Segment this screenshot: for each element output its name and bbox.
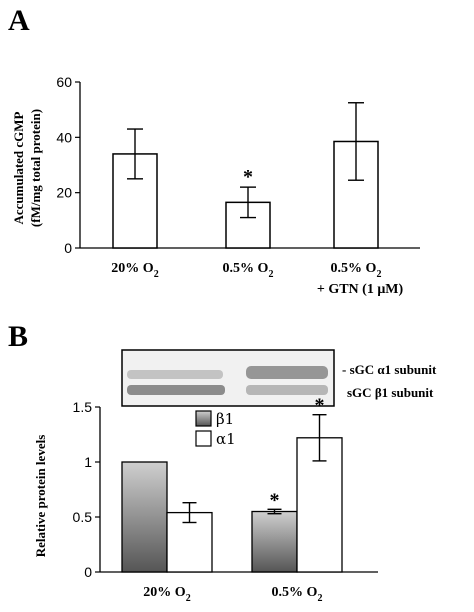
chart-b-ytick-label: 1 xyxy=(84,454,92,470)
chart-b-ylabel: Relative protein levels xyxy=(33,435,48,558)
chart-b-category-label-subscript: 2 xyxy=(317,593,322,604)
chart-a-category-label: 20% O2 xyxy=(111,261,158,280)
chart-b-legend-swatch xyxy=(195,410,212,427)
blot-label-alpha: - sGC α1 subunit xyxy=(342,362,437,377)
blot-label-beta: sGC β1 subunit xyxy=(347,385,434,400)
panel-b-letter: B xyxy=(8,320,28,353)
chart-b: Relative protein levels 00.511.520% O2**… xyxy=(33,395,378,604)
chart-b-bar-0 xyxy=(251,510,298,573)
chart-a-ytick-label: 20 xyxy=(56,185,72,201)
chart-b-bar-0 xyxy=(121,461,168,573)
panel-a-letter: A xyxy=(8,4,30,37)
chart-b-ytick-label: 1.5 xyxy=(73,399,93,415)
chart-b-category-label: 20% O2 xyxy=(143,585,190,604)
chart-a-category-label: 0.5% O2 xyxy=(331,261,382,280)
blot-band-lane2-alpha xyxy=(246,366,328,379)
blot-band-lane1-beta xyxy=(127,385,225,395)
chart-a-category-label-subscript: 2 xyxy=(154,269,159,280)
western-blot: - sGC α1 subunit sGC β1 subunit xyxy=(121,349,437,407)
chart-a-ylabel-line2: (fM/mg total protein) xyxy=(28,109,43,227)
chart-a-ytick-label: 0 xyxy=(64,240,72,256)
chart-a-category-label-text: 20% O xyxy=(111,261,154,276)
blot-band-lane2-beta xyxy=(246,385,328,395)
chart-b-legend-label: β1 xyxy=(216,410,234,428)
chart-a-category-label: 0.5% O2 xyxy=(223,261,274,280)
chart-b-category-label-subscript: 2 xyxy=(186,593,191,604)
chart-b-significance-star: * xyxy=(315,395,325,417)
chart-b-legend-swatch xyxy=(195,430,212,447)
chart-a-category-label-text: 0.5% O xyxy=(331,261,377,276)
blot-band-lane1-alpha xyxy=(127,370,223,379)
chart-b-ytick-label: 0.5 xyxy=(73,509,93,525)
chart-b-category-label-text: 20% O xyxy=(143,585,186,600)
chart-a-ytick-label: 60 xyxy=(56,74,72,90)
chart-a-category-label-subscript: 2 xyxy=(268,269,273,280)
chart-a-category-label-subscript: 2 xyxy=(376,269,381,280)
chart-a-category-label-text: 0.5% O xyxy=(223,261,269,276)
chart-b-significance-star: * xyxy=(270,489,280,511)
chart-a-category-label-line2: + GTN (1 μM) xyxy=(317,282,404,297)
chart-a-ytick-label: 40 xyxy=(56,129,72,145)
chart-a-ylabel-line1: Accumulated cGMP xyxy=(11,111,26,224)
chart-b-category-label-text: 0.5% O xyxy=(272,585,318,600)
chart-b-ytick-label: 0 xyxy=(84,564,92,580)
chart-a-significance-star: * xyxy=(243,166,253,188)
chart-b-legend-label: α1 xyxy=(216,430,236,448)
chart-b-category-label: 0.5% O2 xyxy=(272,585,323,604)
chart-a: Accumulated cGMP (fM/mg total protein) 0… xyxy=(11,74,420,297)
